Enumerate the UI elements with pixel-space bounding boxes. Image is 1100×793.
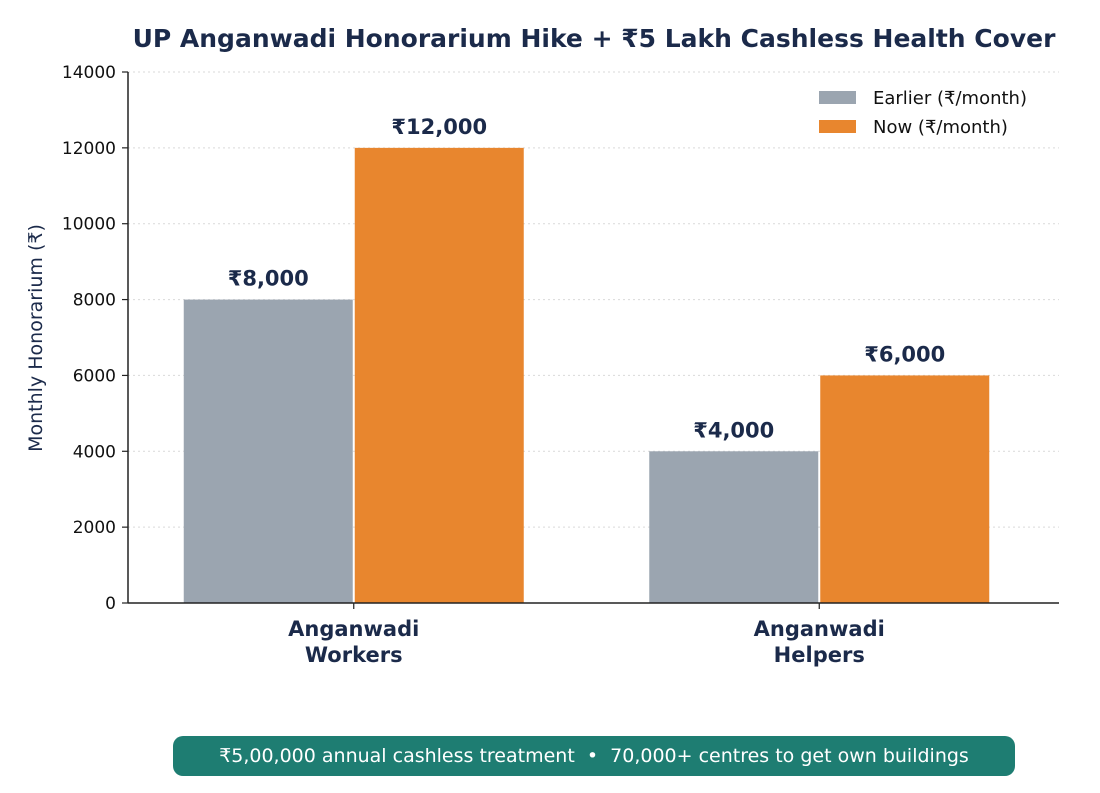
bar-now-1 <box>820 375 990 603</box>
bar-earlier-0 <box>183 299 353 603</box>
bars-group <box>183 147 990 603</box>
x-category-label: Helpers <box>774 643 865 667</box>
data-label: ₹12,000 <box>391 115 487 139</box>
y-tick-labels: 0 2000 4000 6000 8000 10000 12000 14000 <box>62 63 116 614</box>
data-label: ₹6,000 <box>864 342 945 366</box>
legend-label: Now (₹/month) <box>873 117 1008 138</box>
data-label: ₹4,000 <box>693 418 774 442</box>
legend-label: Earlier (₹/month) <box>873 88 1027 109</box>
axes-group <box>122 71 1059 609</box>
x-category-label: Anganwadi <box>288 617 419 641</box>
y-tick-label: 4000 <box>73 442 116 462</box>
y-tick-label: 0 <box>105 594 116 614</box>
footer-badge: ₹5,00,000 annual cashless treatment • 70… <box>173 736 1015 776</box>
data-label: ₹8,000 <box>228 267 309 291</box>
y-axis-label: Monthly Honorarium (₹) <box>25 224 47 452</box>
x-category-label: Workers <box>305 643 403 667</box>
bar-now-0 <box>354 147 524 603</box>
x-category-label: Anganwadi <box>754 617 885 641</box>
legend-swatch <box>819 91 856 104</box>
bar-earlier-1 <box>649 451 819 603</box>
y-tick-label: 2000 <box>73 518 116 538</box>
y-tick-label: 10000 <box>62 215 116 235</box>
legend-swatch <box>819 120 856 133</box>
y-tick-label: 6000 <box>73 366 116 386</box>
y-tick-label: 12000 <box>62 139 116 159</box>
y-tick-label: 14000 <box>62 63 116 83</box>
y-tick-label: 8000 <box>73 291 116 311</box>
legend: Earlier (₹/month) Now (₹/month) <box>819 88 1027 138</box>
data-labels: ₹8,000 ₹12,000 ₹4,000 ₹6,000 <box>228 115 946 442</box>
chart-title: UP Anganwadi Honorarium Hike + ₹5 Lakh C… <box>133 24 1056 53</box>
